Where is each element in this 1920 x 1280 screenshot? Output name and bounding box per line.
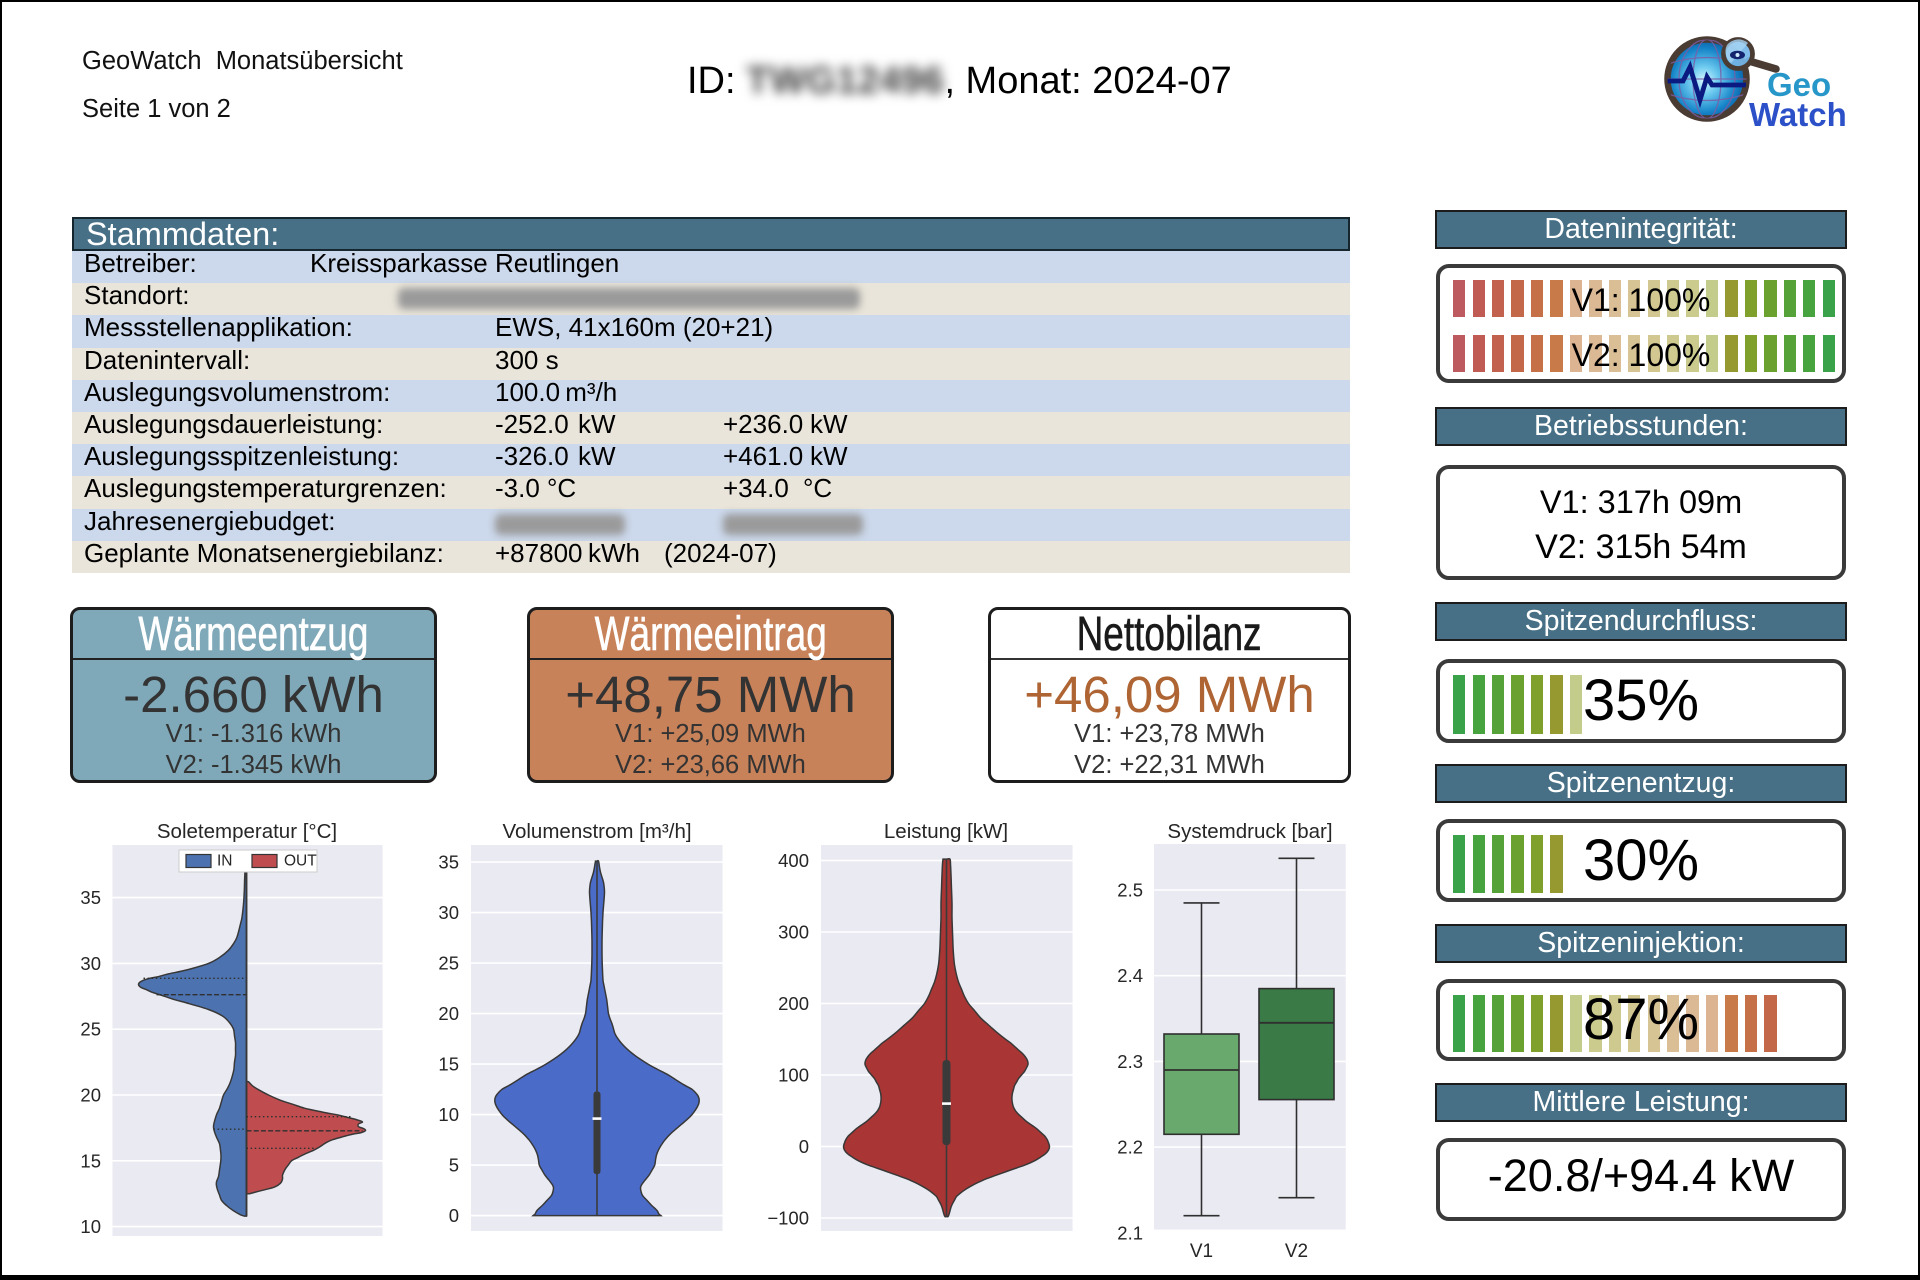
svg-text:30: 30 (80, 953, 101, 974)
svg-text:5: 5 (449, 1155, 459, 1176)
svg-text:V2: V2 (1285, 1241, 1308, 1262)
svg-text:2.2: 2.2 (1117, 1137, 1143, 1158)
svg-text:0: 0 (449, 1205, 459, 1226)
svg-text:20: 20 (80, 1085, 101, 1106)
svg-text:−100: −100 (767, 1208, 809, 1229)
svg-text:15: 15 (438, 1054, 459, 1075)
svg-text:Volumenstrom [m³/h]: Volumenstrom [m³/h] (502, 820, 691, 843)
svg-text:V1: V1 (1190, 1241, 1213, 1262)
svg-text:Soletemperatur [°C]: Soletemperatur [°C] (157, 820, 337, 843)
svg-text:2.4: 2.4 (1117, 965, 1143, 986)
svg-text:15: 15 (80, 1150, 101, 1171)
svg-text:Geo: Geo (1767, 66, 1831, 103)
svg-text:20: 20 (438, 1003, 459, 1024)
svg-text:400: 400 (778, 850, 809, 871)
svg-text:Leistung [kW]: Leistung [kW] (884, 820, 1008, 843)
svg-text:2.1: 2.1 (1117, 1222, 1143, 1243)
svg-text:30: 30 (438, 902, 459, 923)
svg-text:100: 100 (778, 1065, 809, 1086)
svg-text:2.3: 2.3 (1117, 1051, 1143, 1072)
svg-text:10: 10 (438, 1104, 459, 1125)
svg-text:IN: IN (217, 853, 233, 870)
svg-text:25: 25 (438, 953, 459, 974)
svg-text:10: 10 (80, 1216, 101, 1237)
svg-text:Systemdruck [bar]: Systemdruck [bar] (1167, 820, 1332, 843)
svg-text:Watch: Watch (1749, 96, 1847, 133)
svg-text:0: 0 (799, 1136, 809, 1157)
svg-text:35: 35 (438, 852, 459, 873)
svg-text:OUT: OUT (284, 853, 317, 870)
svg-text:35: 35 (80, 887, 101, 908)
svg-text:25: 25 (80, 1019, 101, 1040)
svg-text:200: 200 (778, 993, 809, 1014)
svg-text:2.5: 2.5 (1117, 880, 1143, 901)
svg-text:300: 300 (778, 922, 809, 943)
